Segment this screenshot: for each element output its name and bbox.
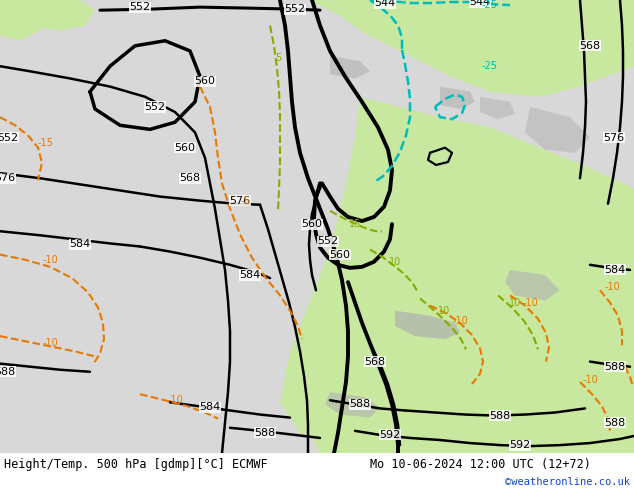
Polygon shape — [280, 97, 634, 453]
Text: 10: 10 — [438, 306, 450, 316]
Text: 552: 552 — [129, 2, 150, 12]
Text: 568: 568 — [179, 173, 200, 183]
Polygon shape — [0, 0, 25, 15]
Polygon shape — [505, 270, 560, 300]
Text: -10: -10 — [167, 395, 183, 405]
Polygon shape — [0, 0, 95, 30]
Text: 5: 5 — [275, 53, 281, 63]
Text: -10: -10 — [42, 255, 58, 265]
Polygon shape — [450, 138, 480, 158]
Text: -25: -25 — [482, 0, 498, 10]
Text: 552: 552 — [318, 236, 339, 246]
Polygon shape — [325, 392, 380, 417]
Text: 588: 588 — [604, 417, 626, 428]
Text: 568: 568 — [579, 41, 600, 51]
Text: 576: 576 — [604, 132, 624, 143]
Text: 576: 576 — [0, 173, 16, 183]
Text: 584: 584 — [69, 240, 91, 249]
Text: -10: -10 — [42, 338, 58, 348]
Text: -10: -10 — [452, 316, 468, 326]
Polygon shape — [310, 372, 634, 453]
Text: 584: 584 — [604, 265, 626, 275]
Text: 560: 560 — [174, 143, 195, 153]
Text: 584: 584 — [199, 402, 221, 413]
Polygon shape — [440, 87, 475, 109]
Text: -10: -10 — [582, 375, 598, 385]
Text: 552: 552 — [0, 132, 18, 143]
Text: 560: 560 — [195, 76, 216, 86]
Text: 560: 560 — [330, 249, 351, 260]
Polygon shape — [310, 0, 634, 97]
Text: 588: 588 — [489, 411, 510, 420]
Polygon shape — [0, 0, 45, 41]
Text: -5: -5 — [240, 196, 250, 206]
Text: 576: 576 — [230, 196, 250, 206]
Text: -10: -10 — [604, 282, 620, 292]
Text: -15: -15 — [37, 138, 53, 147]
Text: 592: 592 — [509, 440, 531, 450]
Text: 568: 568 — [365, 357, 385, 367]
Text: -10: -10 — [522, 297, 538, 308]
Polygon shape — [480, 97, 515, 119]
Text: 15: 15 — [349, 219, 361, 229]
Text: 592: 592 — [379, 430, 401, 440]
Text: Mo 10-06-2024 12:00 UTC (12+72): Mo 10-06-2024 12:00 UTC (12+72) — [370, 458, 591, 471]
Text: -25: -25 — [482, 61, 498, 71]
Text: 588: 588 — [604, 362, 626, 372]
Text: 588: 588 — [0, 367, 16, 377]
Polygon shape — [385, 158, 460, 229]
Polygon shape — [395, 311, 460, 339]
Text: 588: 588 — [349, 399, 371, 409]
Text: 552: 552 — [285, 4, 306, 14]
Text: 588: 588 — [254, 428, 276, 438]
Text: 544: 544 — [374, 0, 396, 8]
Text: 584: 584 — [240, 270, 261, 280]
Text: 560: 560 — [302, 219, 323, 229]
Text: 10: 10 — [389, 257, 401, 267]
Text: 552: 552 — [145, 102, 165, 112]
Text: ©weatheronline.co.uk: ©weatheronline.co.uk — [505, 477, 630, 487]
Text: Height/Temp. 500 hPa [gdmp][°C] ECMWF: Height/Temp. 500 hPa [gdmp][°C] ECMWF — [4, 458, 268, 471]
Text: 544: 544 — [469, 0, 491, 7]
Polygon shape — [330, 56, 370, 78]
Text: 10: 10 — [509, 297, 521, 308]
Polygon shape — [525, 107, 590, 153]
